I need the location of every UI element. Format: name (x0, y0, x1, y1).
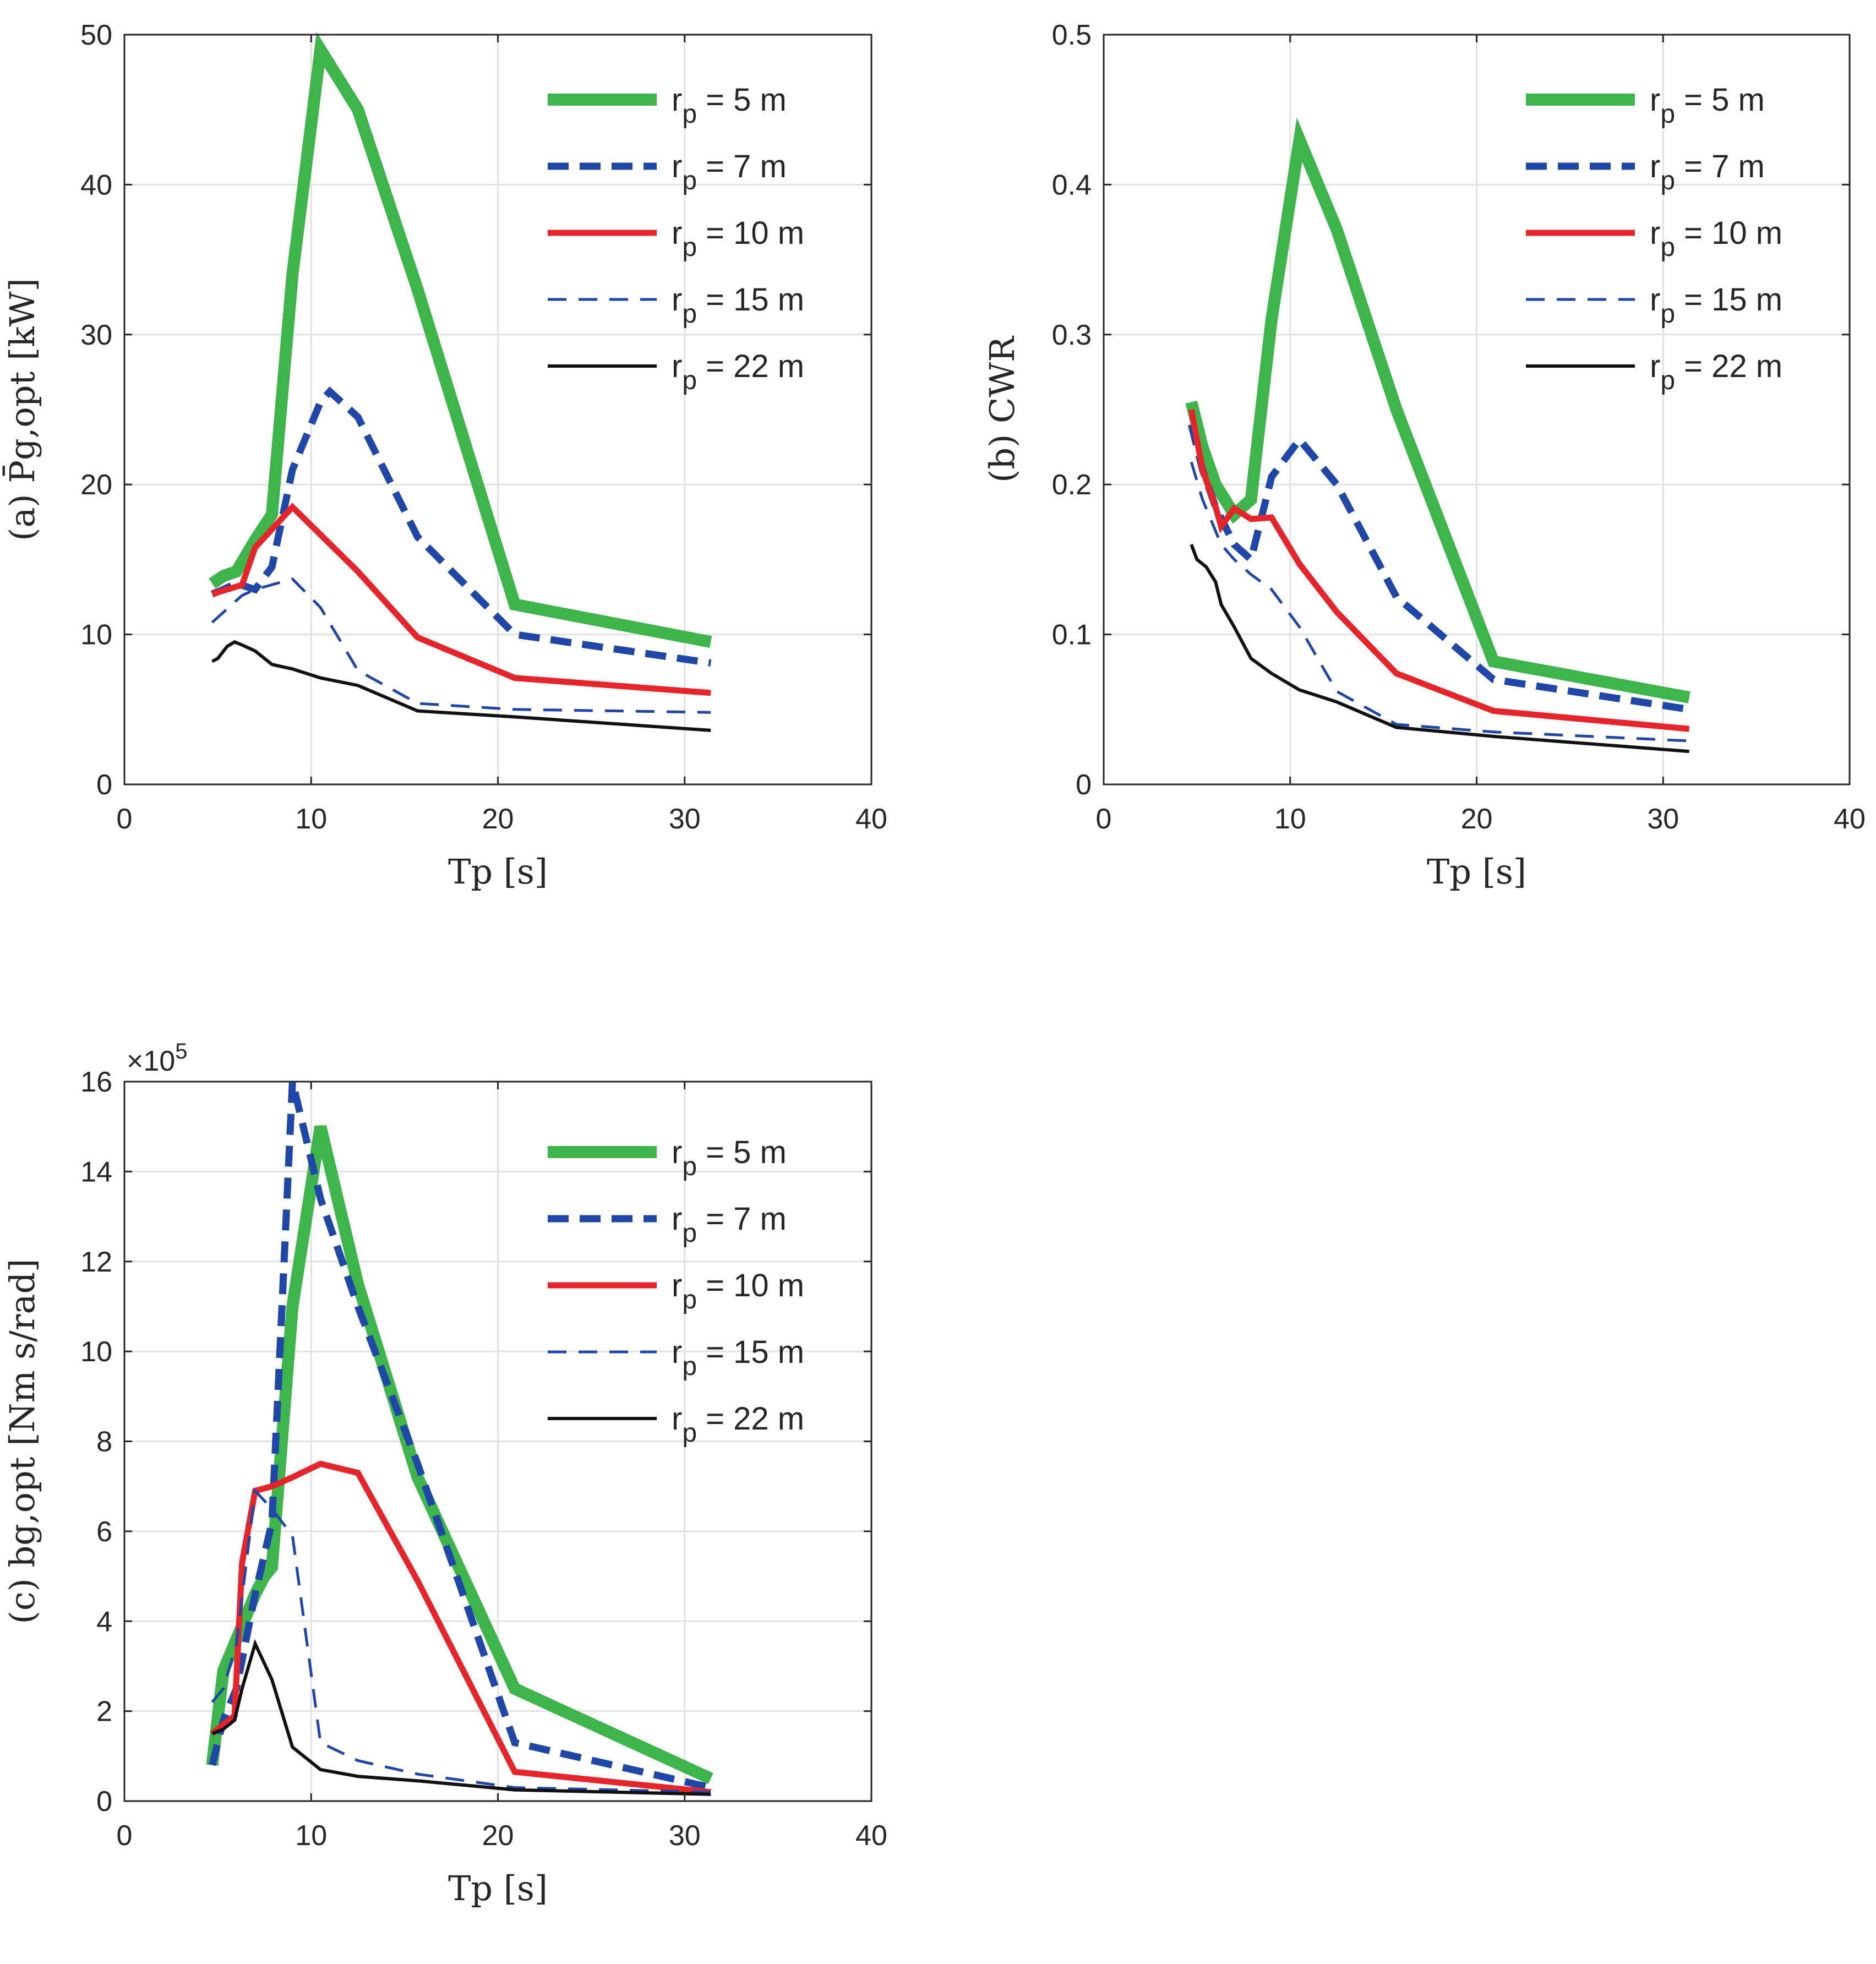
y-tick-label: 0.1 (1052, 619, 1092, 651)
legend: rp = 5 m rp = 7 m rp = 10 m rp = 15 m rp = 2… (548, 1134, 804, 1448)
y-tick-label: 20 (80, 469, 112, 501)
y-tick-label: 40 (80, 169, 112, 201)
y-tick-label: 0.3 (1052, 319, 1092, 351)
x-tick-label: 10 (1274, 803, 1306, 835)
y-tick-label: 10 (80, 619, 112, 651)
x-tick-label: 30 (1647, 803, 1679, 835)
series-line-rp-10-m (1188, 408, 1690, 732)
panel-b: 0 10 20 30 40 0 0.1 0.2 0.3 0.4 0.5 Tp [s] (b) CWR rp… (982, 19, 1866, 892)
legend-label: rp = 7 m (1650, 149, 1765, 195)
series-line-rp-7-m (209, 1081, 712, 1791)
legend: rp = 5 m rp = 7 m rp = 10 m rp = 15 m rp = 2… (548, 82, 804, 395)
y-axis-label: (b) CWR (982, 335, 1022, 483)
x-tick-label: 0 (117, 803, 133, 835)
series-line-rp-7-m (210, 386, 712, 667)
legend-label: rp = 7 m (672, 149, 787, 195)
x-tick-label: 40 (1834, 803, 1866, 835)
legend-label: rp = 22 m (672, 1401, 804, 1448)
legend-label: rp = 5 m (672, 1134, 787, 1181)
series-line-rp-15-m (211, 577, 711, 714)
series-line-rp-15-m (211, 1487, 711, 1794)
legend-label: rp = 10 m (672, 1268, 804, 1314)
y-axis-label: (c) bg,opt [Nm s/rad] (2, 1259, 42, 1624)
legend-label: rp = 5 m (672, 82, 787, 129)
legend-label: rp = 10 m (672, 215, 804, 262)
series-line-rp-5-m (209, 32, 712, 648)
x-tick-label: 20 (482, 1820, 514, 1852)
y-tick-label: 0 (96, 769, 112, 801)
y-tick-label: 2 (96, 1696, 112, 1728)
legend-label: rp = 7 m (672, 1201, 787, 1248)
y-tick-label: 30 (80, 319, 112, 351)
x-tick-label: 30 (669, 803, 701, 835)
y-tick-label: 8 (96, 1426, 112, 1458)
y-tick-label: 6 (96, 1516, 112, 1548)
y-tick-label: 50 (80, 19, 112, 51)
y-tick-label: 16 (80, 1066, 112, 1098)
x-tick-label: 30 (669, 1820, 701, 1852)
series-line-rp-22-m (1190, 544, 1689, 754)
panel-a: 0 10 20 30 40 0 10 20 30 40 50 Tp [s] (a) P̄g,opt [k… (2, 19, 887, 892)
x-tick-label: 40 (855, 803, 887, 835)
legend-label: rp = 15 m (672, 282, 804, 329)
x-axis-label: Tp [s] (1427, 852, 1526, 892)
y-tick-label: 0 (1076, 769, 1092, 801)
legend: rp = 5 m rp = 7 m rp = 10 m rp = 15 m rp = 2… (1526, 82, 1782, 395)
x-tick-label: 0 (117, 1820, 133, 1852)
series-line-rp-10-m (210, 1460, 711, 1796)
y-tick-label: 12 (80, 1246, 112, 1278)
legend-label: rp = 10 m (1650, 215, 1782, 262)
legend-label: rp = 15 m (1650, 282, 1782, 329)
series-line-rp-22-m (211, 640, 711, 732)
series-line-rp-5-m (1185, 117, 1690, 703)
series-line-rp-10-m (211, 503, 711, 696)
x-tick-label: 0 (1096, 803, 1112, 835)
x-tick-label: 10 (295, 803, 327, 835)
y-tick-label: 0 (96, 1786, 112, 1818)
y-tick-label: 4 (96, 1606, 112, 1638)
y-tick-label: 0.4 (1052, 169, 1092, 201)
x-tick-label: 10 (295, 1820, 327, 1852)
x-tick-label: 40 (855, 1820, 887, 1852)
series-line-rp-5-m (206, 1125, 713, 1785)
legend-label: rp = 22 m (1650, 348, 1782, 395)
x-axis-label: Tp [s] (448, 1868, 548, 1908)
legend-label: rp = 15 m (672, 1334, 804, 1381)
series-line-rp-22-m (211, 1639, 711, 1796)
y-tick-label: 0.5 (1052, 19, 1092, 51)
y-axis-label: (a) P̄g,opt [kW] (2, 278, 42, 541)
y-tick-label: 0.2 (1052, 469, 1092, 501)
legend-label: rp = 22 m (672, 348, 804, 395)
y-tick-label: 10 (80, 1336, 112, 1368)
x-axis-label: Tp [s] (448, 852, 548, 892)
x-tick-label: 20 (482, 803, 514, 835)
legend-label: rp = 5 m (1650, 82, 1765, 129)
y-tick-label: 14 (80, 1156, 112, 1188)
series-line-rp-15-m (1190, 461, 1689, 743)
x-tick-label: 20 (1461, 803, 1493, 835)
